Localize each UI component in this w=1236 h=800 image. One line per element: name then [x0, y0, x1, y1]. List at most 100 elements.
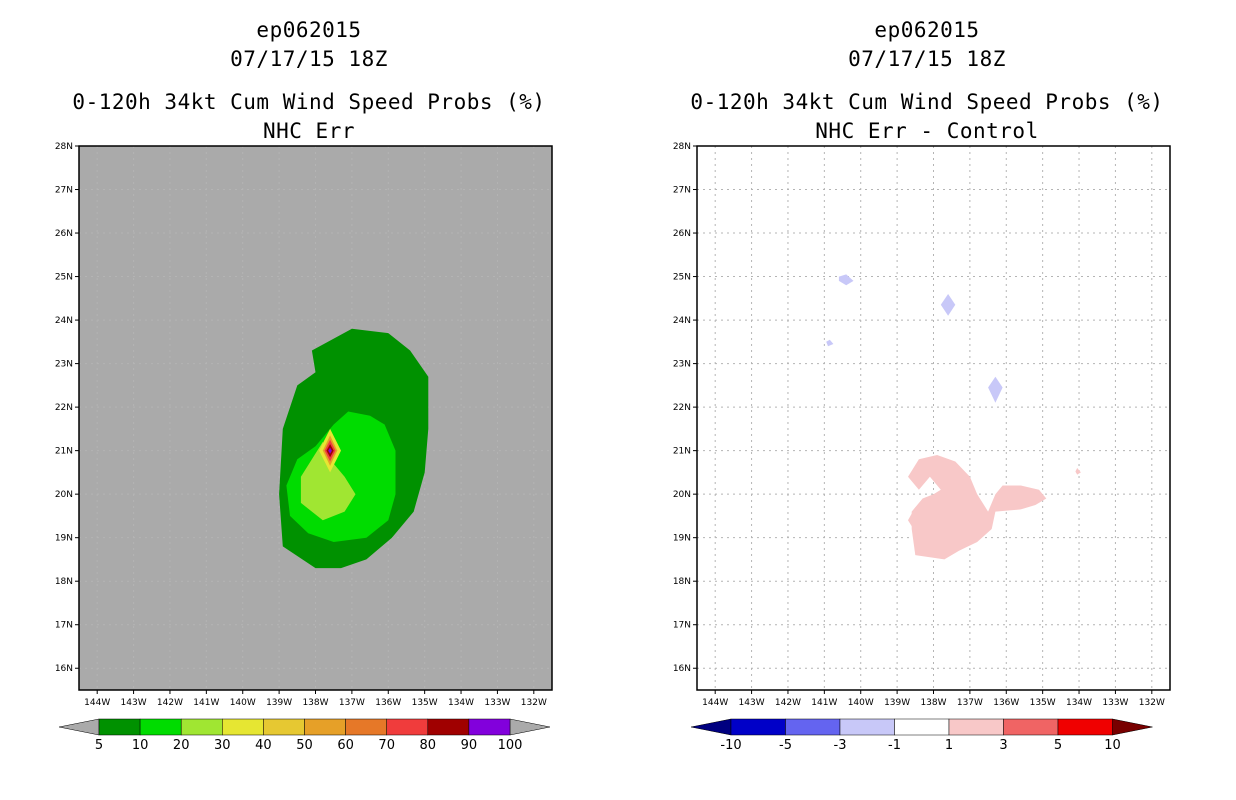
x-tick-label: 142W: [157, 698, 183, 708]
x-tick-label: 141W: [193, 698, 219, 708]
colorbar-swatch: [98, 718, 141, 736]
y-tick-label: 16N: [55, 664, 73, 674]
contour-region-1to3: [908, 507, 927, 538]
colorbar-label: -1: [888, 738, 901, 753]
x-tick-label: 144W: [84, 698, 110, 708]
colorbar-swatch: [263, 718, 305, 736]
x-tick-label: 132W: [521, 698, 547, 708]
left-chart-title: 0-120h 34kt Cum Wind Speed Probs (%): [72, 90, 546, 114]
y-tick-label: 18N: [673, 577, 691, 587]
x-tick-label: 137W: [339, 698, 365, 708]
right-datetime: 07/17/15 18Z: [848, 47, 1006, 71]
y-tick-label: 23N: [673, 360, 691, 370]
y-tick-label: 22N: [55, 403, 73, 413]
colorbar-label: 1: [945, 738, 953, 753]
colorbar-swatch: [139, 718, 182, 736]
y-tick-label: 16N: [673, 664, 691, 674]
colorbar-swatch: [222, 718, 264, 736]
colorbar-label: 10: [132, 738, 149, 753]
colorbar-swatch: [948, 718, 1004, 736]
contour-region-1to3: [1075, 468, 1081, 475]
colorbar-label: 10: [1104, 738, 1121, 753]
x-tick-label: 136W: [993, 698, 1019, 708]
colorbar-min-arrow: [690, 718, 732, 736]
x-tick-label: 143W: [121, 698, 147, 708]
colorbar-swatch: [839, 718, 895, 736]
colorbar-label: 40: [255, 738, 272, 753]
contour-region--3to-1: [826, 339, 834, 347]
colorbar-label: 5: [1054, 738, 1062, 753]
right-panel: ep062015 07/17/15 18Z 0-120h 34kt Cum Wi…: [618, 0, 1236, 800]
colorbar-label: 70: [378, 738, 395, 753]
contour-region-20-30: [300, 441, 356, 521]
y-tick-label: 20N: [673, 490, 691, 500]
x-tick-label: 138W: [302, 698, 328, 708]
y-tick-label: 24N: [55, 316, 73, 326]
y-tick-label: 27N: [673, 186, 691, 196]
y-tick-label: 21N: [55, 447, 73, 457]
colorbar-swatch: [180, 718, 223, 736]
x-tick-label: 140W: [230, 698, 256, 708]
colorbar-label: 30: [214, 738, 231, 753]
x-tick-label: 140W: [848, 698, 874, 708]
colorbar-max-arrow: [1112, 718, 1153, 736]
colorbar-label: 50: [296, 738, 313, 753]
right-chart: 144W 143W 142W 141W 140W 139W 138W 137W 136W 135W…: [673, 142, 1171, 753]
left-panel: ep062015 07/17/15 18Z 0-120h 34kt Cum Wi…: [55, 18, 553, 753]
x-tick-label: 141W: [811, 698, 837, 708]
x-tick-label: 133W: [484, 698, 510, 708]
colorbar-swatch: [427, 718, 470, 736]
colorbar-swatch: [386, 718, 429, 736]
x-tick-label: 134W: [1066, 698, 1092, 708]
x-tick-label: 134W: [448, 698, 474, 708]
y-tick-label: 22N: [673, 403, 691, 413]
y-tick-label: 17N: [55, 621, 73, 631]
colorbar-swatch: [894, 718, 950, 736]
colorbar-swatch: [785, 718, 841, 736]
y-tick-label: 17N: [673, 621, 691, 631]
colorbar-swatch: [345, 718, 387, 736]
x-tick-label: 144W: [702, 698, 728, 708]
colorbar-swatch: [1003, 718, 1059, 736]
contour-region--3to-1: [838, 274, 854, 286]
left-datetime: 07/17/15 18Z: [230, 47, 388, 71]
colorbar-swatch: [1057, 718, 1113, 736]
y-tick-label: 18N: [55, 577, 73, 587]
colorbar-label: 20: [173, 738, 190, 753]
x-tick-label: 142W: [775, 698, 801, 708]
contour-region-1to3: [908, 455, 1047, 560]
left-chart-subtitle: NHC Err: [262, 119, 355, 143]
y-tick-label: 24N: [673, 316, 691, 326]
right-storm-id: ep062015: [874, 18, 980, 42]
y-tick-label: 21N: [673, 447, 691, 457]
x-tick-label: 138W: [920, 698, 946, 708]
y-tick-label: 28N: [55, 142, 73, 152]
y-tick-label: 23N: [55, 360, 73, 370]
colorbar-swatch: [730, 718, 786, 736]
x-tick-label: 137W: [957, 698, 983, 708]
y-tick-label: 28N: [673, 142, 691, 152]
right-chart-subtitle: NHC Err - Control: [815, 119, 1039, 143]
x-tick-label: 136W: [375, 698, 401, 708]
x-tick-label: 135W: [1030, 698, 1056, 708]
x-tick-label: 132W: [1139, 698, 1165, 708]
x-tick-label: 143W: [739, 698, 765, 708]
left-storm-id: ep062015: [256, 18, 362, 42]
contour-region--3to-1: [988, 376, 1003, 403]
contour-region-90-100: [328, 447, 332, 454]
colorbar-label: 5: [95, 738, 103, 753]
y-tick-label: 26N: [673, 229, 691, 239]
y-tick-label: 19N: [673, 534, 691, 544]
colorbar-label: 3: [999, 738, 1007, 753]
colorbar-label: 90: [461, 738, 478, 753]
right-chart-title: 0-120h 34kt Cum Wind Speed Probs (%): [690, 90, 1164, 114]
colorbar-min-arrow: [58, 718, 100, 736]
contour-region--3to-1: [940, 294, 956, 316]
x-tick-label: 139W: [884, 698, 910, 708]
x-tick-label: 133W: [1102, 698, 1128, 708]
y-tick-label: 20N: [55, 490, 73, 500]
colorbar-swatch: [304, 718, 346, 736]
y-tick-label: 26N: [55, 229, 73, 239]
y-tick-label: 25N: [673, 273, 691, 283]
y-tick-label: 27N: [55, 186, 73, 196]
